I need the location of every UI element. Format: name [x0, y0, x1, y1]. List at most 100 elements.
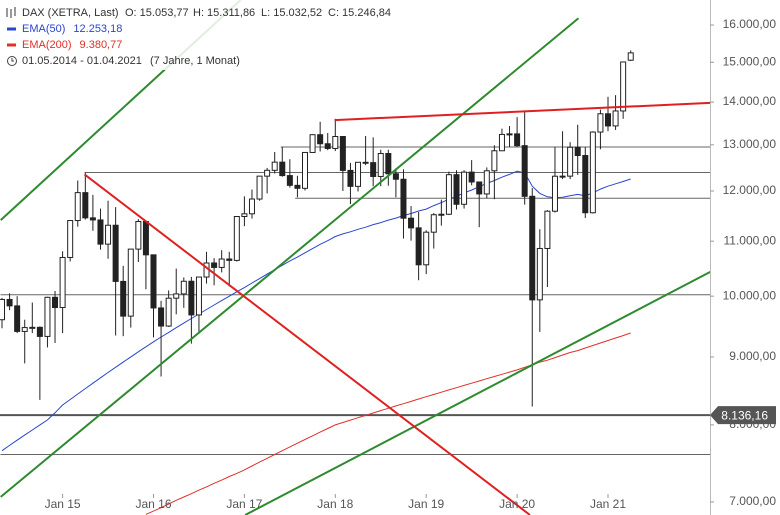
price-tag-label: 8.136,16 — [721, 408, 768, 422]
candle-body — [127, 248, 134, 317]
candle-body — [362, 161, 369, 164]
candle-body — [339, 135, 346, 171]
candle-body — [476, 181, 483, 195]
candle-body — [514, 133, 521, 147]
y-tick-label: 13.000,00 — [723, 137, 777, 151]
candle-body — [188, 280, 195, 316]
candle-body — [211, 262, 218, 268]
candle-body — [82, 192, 89, 219]
candle-body — [612, 110, 619, 127]
candle-body — [59, 256, 66, 309]
clock-icon — [7, 56, 17, 66]
ohlc-close: C: 15.246,84 — [328, 7, 391, 19]
clock-hand — [11, 58, 14, 62]
candle-body — [256, 175, 263, 200]
candle-body — [6, 298, 13, 307]
axes: 7.000,008.000,009.000,0010.000,0011.000,… — [45, 17, 777, 511]
candle-body — [355, 161, 362, 187]
candle-body — [529, 195, 536, 301]
header-bg — [0, 0, 400, 70]
legend-value: 12.253,18 — [73, 23, 122, 35]
candle-body — [112, 224, 119, 282]
candle-body — [498, 133, 505, 152]
candle-body — [627, 52, 634, 61]
candle-body — [597, 113, 604, 133]
trend-line — [244, 270, 710, 515]
candle-body — [0, 298, 5, 321]
legend-name: EMA(200) — [22, 39, 72, 51]
candle-body — [332, 135, 339, 149]
candle-body — [248, 198, 255, 215]
y-tick-label: 15.000,00 — [723, 54, 777, 68]
candle-body — [377, 152, 384, 177]
header: DAX (XETRA, Last) O: 15.053,77 H: 15.311… — [0, 0, 400, 70]
trend-line — [0, 17, 580, 498]
candle-body — [294, 184, 301, 189]
chart-title: DAX (XETRA, Last) — [22, 7, 119, 19]
candle-body — [589, 131, 596, 214]
candle-body — [408, 217, 415, 229]
candle-body — [453, 174, 460, 205]
candle-body — [21, 327, 28, 332]
candle-body — [180, 280, 187, 295]
candle-body — [135, 220, 142, 250]
candle-body — [302, 151, 308, 189]
x-tick-label: Jan 18 — [317, 497, 353, 511]
candle-body — [286, 175, 293, 186]
x-tick-label: Jan 21 — [590, 497, 626, 511]
legend-value: 9.380,77 — [80, 39, 123, 51]
plot-area — [0, 0, 710, 515]
ema-line — [145, 332, 631, 515]
candle-body — [605, 113, 611, 127]
y-tick-label: 11.000,00 — [724, 233, 777, 247]
candle-body — [309, 134, 316, 153]
x-tick-label: Jan 20 — [499, 497, 535, 511]
candle-body — [430, 214, 437, 233]
candle-body — [415, 227, 422, 266]
candle-body — [173, 293, 180, 299]
candle-body — [574, 146, 581, 157]
candle-body — [582, 155, 589, 214]
trend-line — [83, 173, 531, 515]
candle-body — [89, 217, 96, 221]
candle-body — [233, 215, 240, 261]
candle-body — [67, 220, 74, 258]
y-tick-label: 12.000,00 — [723, 183, 777, 197]
x-tick-label: Jan 17 — [226, 497, 262, 511]
chart-icon — [6, 7, 16, 18]
legend-swatch — [7, 27, 16, 31]
candle-body — [400, 178, 407, 219]
x-tick-label: Jan 15 — [45, 497, 81, 511]
candle-body — [491, 150, 498, 172]
y-tick-label: 16.000,00 — [723, 17, 777, 31]
candle-body — [536, 247, 543, 301]
candle-body — [445, 174, 452, 215]
candle-body — [74, 192, 81, 222]
y-tick-label: 14.000,00 — [723, 94, 777, 108]
candle-body — [241, 213, 248, 217]
candle-body — [620, 61, 627, 112]
candle-body — [158, 307, 165, 327]
candle-body — [483, 170, 490, 195]
candle-body — [218, 258, 225, 268]
price-tag — [710, 406, 776, 425]
ohlc-low: L: 15.032,52 — [261, 7, 322, 19]
candle-body — [279, 161, 286, 177]
candle-body — [385, 152, 392, 175]
candle-body — [271, 161, 278, 171]
y-tick-label: 7.000,00 — [729, 494, 776, 508]
candle-body — [264, 169, 271, 177]
candle-body — [44, 296, 51, 337]
candle-body — [506, 133, 513, 136]
candle-body — [521, 145, 528, 197]
y-tick-label: 10.000,00 — [723, 288, 777, 302]
candle-body — [29, 326, 36, 329]
candle-body — [120, 280, 127, 317]
duration: (7 Jahre, 1 Monat) — [150, 55, 240, 67]
candle-body — [14, 305, 21, 332]
candle-body — [317, 134, 324, 145]
candle-body — [544, 210, 551, 249]
candle-body — [392, 173, 399, 180]
candle-body — [468, 171, 475, 183]
candle-body — [226, 258, 233, 261]
